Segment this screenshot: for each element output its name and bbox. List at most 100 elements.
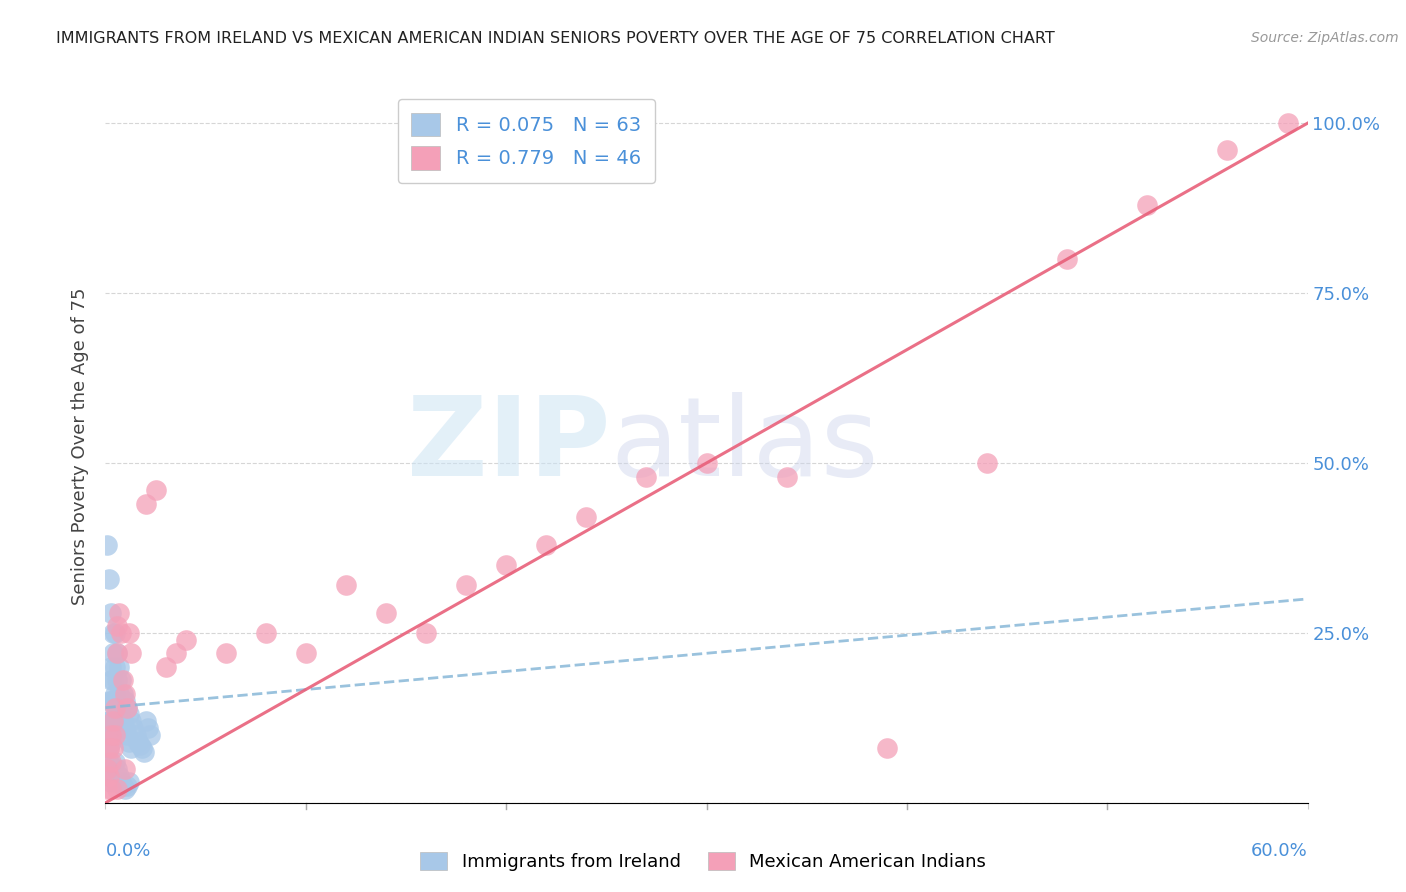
Point xyxy=(254,626,277,640)
Point xyxy=(636,469,658,483)
Point xyxy=(495,558,517,572)
Legend: Immigrants from Ireland, Mexican American Indians: Immigrants from Ireland, Mexican America… xyxy=(413,845,993,879)
Point xyxy=(108,687,131,701)
Point xyxy=(131,741,153,756)
Point xyxy=(122,721,145,735)
Point xyxy=(1056,252,1078,266)
Point xyxy=(107,782,129,797)
Point xyxy=(1277,116,1299,130)
Point xyxy=(103,714,125,729)
Point xyxy=(108,660,131,674)
Point xyxy=(118,775,141,789)
Point xyxy=(118,707,141,722)
Point xyxy=(98,694,121,708)
Point xyxy=(96,762,118,776)
Text: 60.0%: 60.0% xyxy=(1251,842,1308,860)
Point xyxy=(98,769,121,783)
Point xyxy=(107,700,129,714)
Point xyxy=(1136,198,1159,212)
Point xyxy=(128,738,150,752)
Point xyxy=(876,741,898,756)
Point xyxy=(165,646,187,660)
Point xyxy=(107,619,129,633)
Point xyxy=(98,572,121,586)
Point xyxy=(104,700,127,714)
Point xyxy=(112,714,135,729)
Point xyxy=(100,660,122,674)
Point xyxy=(112,687,135,701)
Point xyxy=(114,687,136,701)
Point xyxy=(98,769,121,783)
Point xyxy=(121,714,143,729)
Point xyxy=(114,782,136,797)
Point xyxy=(135,714,157,729)
Text: 0.0%: 0.0% xyxy=(105,842,150,860)
Point xyxy=(100,775,122,789)
Point xyxy=(104,728,127,742)
Point xyxy=(104,687,127,701)
Point xyxy=(103,714,125,729)
Point xyxy=(575,510,598,524)
Point xyxy=(104,660,127,674)
Point xyxy=(103,646,125,660)
Point xyxy=(100,734,122,748)
Point xyxy=(96,714,118,729)
Point xyxy=(103,673,125,688)
Point xyxy=(107,673,129,688)
Point xyxy=(534,537,557,551)
Point xyxy=(112,673,135,688)
Point xyxy=(96,782,118,797)
Point xyxy=(335,578,357,592)
Point xyxy=(174,632,197,647)
Point xyxy=(117,728,139,742)
Point xyxy=(118,734,141,748)
Point xyxy=(135,497,157,511)
Point xyxy=(96,537,118,551)
Point xyxy=(100,673,122,688)
Y-axis label: Seniors Poverty Over the Age of 75: Seniors Poverty Over the Age of 75 xyxy=(72,287,90,605)
Point xyxy=(121,646,143,660)
Point xyxy=(121,741,143,756)
Point xyxy=(107,762,129,776)
Point xyxy=(104,755,127,769)
Point xyxy=(104,714,127,729)
Point xyxy=(100,694,122,708)
Text: atlas: atlas xyxy=(610,392,879,500)
Point xyxy=(114,694,136,708)
Point xyxy=(696,456,718,470)
Point xyxy=(454,578,477,592)
Point xyxy=(98,714,121,729)
Text: ZIP: ZIP xyxy=(406,392,610,500)
Point xyxy=(107,646,129,660)
Point xyxy=(374,606,398,620)
Point xyxy=(108,606,131,620)
Point xyxy=(117,700,139,714)
Point xyxy=(104,626,127,640)
Point xyxy=(145,483,167,498)
Point xyxy=(136,721,159,735)
Point xyxy=(132,745,155,759)
Point xyxy=(112,779,135,793)
Point xyxy=(96,741,118,756)
Point xyxy=(155,660,177,674)
Point xyxy=(98,728,121,742)
Point xyxy=(118,626,141,640)
Point xyxy=(98,755,121,769)
Point xyxy=(100,755,122,769)
Point xyxy=(100,782,122,797)
Point xyxy=(976,456,998,470)
Point xyxy=(98,741,121,756)
Point xyxy=(117,700,139,714)
Point xyxy=(96,762,118,776)
Point xyxy=(108,769,131,783)
Point xyxy=(100,606,122,620)
Point xyxy=(127,734,149,748)
Point xyxy=(776,469,799,483)
Point xyxy=(96,728,118,742)
Point xyxy=(108,714,131,729)
Point xyxy=(100,728,122,742)
Point xyxy=(110,700,132,714)
Point xyxy=(98,741,121,756)
Point xyxy=(110,673,132,688)
Point xyxy=(1216,144,1239,158)
